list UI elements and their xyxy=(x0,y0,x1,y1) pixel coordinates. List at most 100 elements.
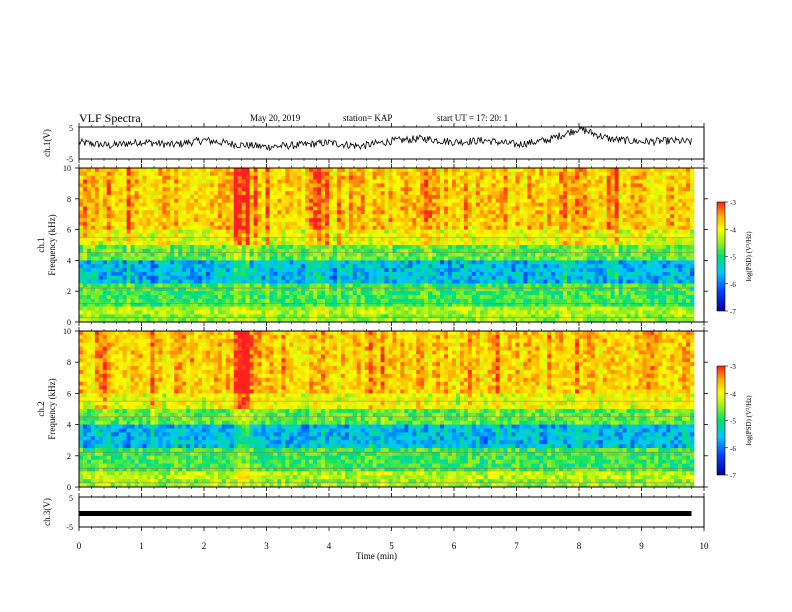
spec-cell xyxy=(519,171,524,177)
spec-cell xyxy=(610,168,616,173)
spec-cell xyxy=(98,279,104,284)
spec-cell xyxy=(261,279,266,284)
spec-cell xyxy=(670,210,675,215)
spec-cell xyxy=(130,264,135,269)
spec-cell xyxy=(309,206,314,211)
spec-cell xyxy=(618,260,623,265)
spec-cell xyxy=(563,233,568,238)
spec-cell xyxy=(321,210,326,215)
spec-cell xyxy=(336,260,342,265)
spec-cell xyxy=(158,233,163,238)
spec-cell xyxy=(650,202,655,207)
spec-cell xyxy=(150,168,155,173)
spec-cell xyxy=(404,283,409,288)
spec-cell xyxy=(360,245,366,250)
spec-cell xyxy=(686,256,691,261)
spec-cell xyxy=(384,179,389,184)
spec-cell xyxy=(614,218,620,223)
spec-cell xyxy=(455,271,461,277)
spec-cell xyxy=(686,241,691,246)
spec-cell xyxy=(459,171,465,177)
spec-cell xyxy=(237,229,243,234)
spec-cell xyxy=(198,183,203,188)
spec-cell xyxy=(368,221,374,227)
spec-cell xyxy=(225,279,231,284)
spec-cell xyxy=(424,271,429,277)
spec-cell xyxy=(364,264,370,269)
spec-cell xyxy=(281,279,286,284)
spec-cell xyxy=(301,191,306,196)
spec-cell xyxy=(543,194,548,200)
spec-cell xyxy=(448,206,453,211)
spec-cell xyxy=(451,233,457,238)
spec-cell xyxy=(658,245,663,250)
spec-cell xyxy=(376,214,381,219)
spec-cell xyxy=(412,256,417,261)
spec-cell xyxy=(360,271,366,277)
spec-cell xyxy=(475,168,481,173)
spec-cell xyxy=(499,175,504,180)
spec-cell xyxy=(281,183,286,188)
spec-cell xyxy=(507,206,512,211)
spec-cell xyxy=(428,210,433,215)
spec-cell xyxy=(225,225,231,230)
spec-cell xyxy=(221,183,227,188)
spec-cell xyxy=(499,275,504,281)
spec-cell xyxy=(190,221,195,227)
spec-cell xyxy=(690,283,695,288)
spec-cell xyxy=(380,179,385,184)
spec-cell xyxy=(86,279,92,284)
spec-cell xyxy=(523,252,528,257)
spec-cell xyxy=(646,202,651,207)
spec-cell xyxy=(265,229,270,234)
spec-cell xyxy=(261,206,266,211)
spec-cell xyxy=(352,187,358,192)
spec-cell xyxy=(559,229,564,234)
spec-cell xyxy=(241,206,247,211)
spec-cell xyxy=(321,256,326,261)
spec-cell xyxy=(79,229,84,234)
spec-cell xyxy=(241,245,247,250)
spec-cell xyxy=(309,221,314,227)
spec-cell xyxy=(650,229,655,234)
spec-cell xyxy=(598,279,604,284)
spec-cell xyxy=(674,198,679,204)
spec-cell xyxy=(416,179,421,184)
spec-cell xyxy=(503,264,508,269)
spec-cell xyxy=(491,198,497,204)
spec-cell xyxy=(420,225,425,230)
spec-cell xyxy=(432,229,437,234)
spec-cell xyxy=(79,168,84,173)
spec-cell xyxy=(507,171,512,177)
spec-cell xyxy=(666,202,671,207)
spec-cell xyxy=(626,171,631,177)
spec-cell xyxy=(574,271,580,277)
spec-cell xyxy=(642,237,647,242)
spec-cell xyxy=(332,210,338,215)
spec-cell xyxy=(574,268,580,273)
spec-cell xyxy=(213,271,219,277)
spec-cell xyxy=(146,218,151,223)
spec-cell xyxy=(483,260,489,265)
spec-cell xyxy=(317,221,322,227)
spec-cell xyxy=(166,287,171,292)
spec-cell xyxy=(499,210,504,215)
spec-cell xyxy=(170,248,175,254)
spec-cell xyxy=(281,198,286,204)
spec-cell xyxy=(344,179,350,184)
spec-cell xyxy=(293,233,298,238)
spec-cell xyxy=(277,210,282,215)
spec-cell xyxy=(416,225,421,230)
spec-cell xyxy=(503,260,508,265)
spec-cell xyxy=(277,241,282,246)
spec-cell xyxy=(142,187,147,192)
spec-cell xyxy=(328,248,334,254)
spec-cell xyxy=(178,187,183,192)
spec-cell xyxy=(483,210,489,215)
spec-cell xyxy=(190,225,195,230)
spec-cell xyxy=(392,175,397,180)
spec-cell xyxy=(372,279,377,284)
figure-title: VLF Spectra xyxy=(79,111,141,125)
spec-cell xyxy=(626,175,631,180)
spec-cell xyxy=(451,194,457,200)
